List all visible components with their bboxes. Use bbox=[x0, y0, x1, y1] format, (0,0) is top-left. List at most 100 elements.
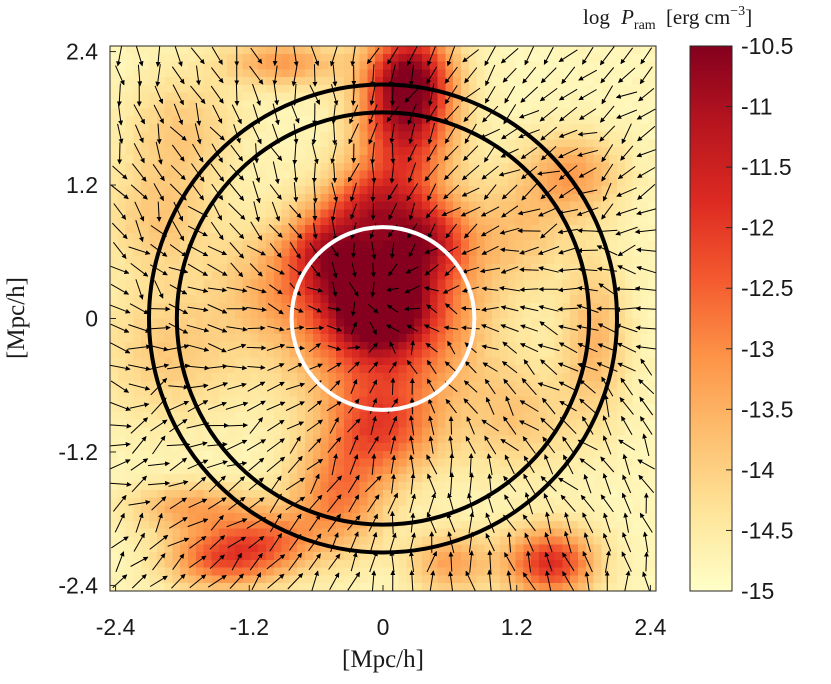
velocity-arrow bbox=[602, 532, 612, 552]
velocity-arrow bbox=[404, 86, 420, 103]
velocity-arrow bbox=[147, 480, 171, 486]
velocity-arrow bbox=[172, 553, 185, 570]
velocity-arrow bbox=[461, 187, 480, 197]
velocity-arrow bbox=[308, 343, 321, 353]
velocity-arrow bbox=[407, 162, 417, 183]
velocity-arrow bbox=[406, 183, 419, 202]
velocity-arrow bbox=[269, 242, 282, 258]
velocity-arrow bbox=[537, 170, 560, 176]
velocity-arrow bbox=[602, 473, 612, 495]
y-axis-ticks: 2.4 1.2 0 -1.2 -2.4 bbox=[58, 39, 116, 598]
velocity-arrow bbox=[246, 345, 267, 351]
velocity-arrow bbox=[519, 400, 539, 412]
velocity-arrow bbox=[117, 123, 124, 144]
velocity-arrow bbox=[500, 266, 519, 274]
colorbar-tick-label: -13 bbox=[741, 336, 774, 362]
velocity-arrow bbox=[544, 454, 554, 475]
velocity-arrow bbox=[209, 554, 225, 570]
velocity-arrow bbox=[558, 267, 578, 273]
velocity-arrow bbox=[187, 306, 209, 313]
velocity-arrow bbox=[635, 306, 656, 312]
velocity-arrow bbox=[579, 458, 596, 471]
velocity-arrow bbox=[519, 343, 539, 353]
velocity-arrow bbox=[369, 397, 378, 414]
velocity-arrow bbox=[389, 124, 395, 144]
velocity-arrow bbox=[409, 532, 416, 552]
velocity-arrow bbox=[153, 183, 165, 202]
velocity-arrow bbox=[171, 573, 186, 589]
velocity-arrow bbox=[580, 494, 595, 512]
velocity-arrow bbox=[207, 324, 228, 333]
velocity-arrow bbox=[463, 380, 478, 393]
velocity-arrow bbox=[622, 532, 632, 553]
velocity-arrow bbox=[134, 124, 144, 144]
velocity-arrow bbox=[481, 306, 499, 312]
velocity-arrow bbox=[207, 442, 228, 447]
velocity-arrow bbox=[500, 48, 519, 64]
velocity-arrow bbox=[133, 143, 145, 164]
velocity-arrow bbox=[247, 381, 266, 392]
colorbar-tick-label: -12 bbox=[741, 215, 774, 241]
velocity-arrow bbox=[369, 550, 378, 573]
colorbar-tick-label: -10.5 bbox=[741, 33, 793, 59]
velocity-arrow bbox=[207, 245, 228, 256]
velocity-arrow bbox=[332, 221, 338, 241]
velocity-arrow bbox=[602, 415, 612, 436]
velocity-arrow bbox=[558, 324, 578, 331]
velocity-arrow bbox=[484, 86, 496, 104]
colorbar: -10.5 -11 -11.5 -12 -12.5 -13 -13.5 -14 -14.5 -15 bbox=[689, 33, 793, 604]
velocity-arrow bbox=[389, 550, 395, 573]
velocity-arrow bbox=[152, 164, 165, 182]
velocity-arrow bbox=[387, 492, 398, 514]
outer-black-circle bbox=[147, 82, 619, 555]
velocity-arrow bbox=[503, 416, 517, 435]
velocity-arrow bbox=[308, 438, 322, 452]
velocity-arrow bbox=[312, 222, 318, 240]
velocity-arrow bbox=[558, 129, 578, 138]
velocity-arrow bbox=[137, 64, 143, 87]
velocity-arrow bbox=[639, 66, 653, 85]
velocity-arrow bbox=[445, 398, 457, 414]
velocity-arrow bbox=[504, 86, 516, 104]
velocity-arrow bbox=[188, 441, 208, 448]
velocity-arrow bbox=[169, 418, 188, 433]
velocity-arrow bbox=[519, 305, 539, 312]
velocity-arrow bbox=[522, 66, 537, 84]
velocity-arrow bbox=[426, 105, 438, 123]
velocity-arrow bbox=[370, 182, 376, 203]
velocity-arrow bbox=[187, 263, 209, 277]
velocity-arrow bbox=[522, 572, 536, 591]
velocity-arrow bbox=[210, 163, 225, 182]
velocity-arrow bbox=[271, 201, 281, 222]
velocity-arrow bbox=[247, 364, 266, 370]
velocity-arrow bbox=[558, 147, 579, 159]
velocity-arrow bbox=[248, 536, 265, 549]
velocity-arrow bbox=[468, 511, 475, 534]
velocity-arrow bbox=[408, 202, 416, 221]
velocity-arrow bbox=[331, 453, 338, 476]
velocity-arrow bbox=[186, 324, 210, 333]
velocity-arrow bbox=[504, 454, 515, 475]
velocity-arrow bbox=[252, 180, 261, 204]
velocity-arrow bbox=[285, 401, 305, 411]
velocity-arrow bbox=[128, 383, 151, 391]
velocity-arrow bbox=[583, 532, 592, 553]
velocity-arrow bbox=[461, 305, 480, 311]
velocity-arrow bbox=[113, 241, 127, 259]
velocity-arrow bbox=[390, 454, 396, 474]
colorbar-tick-label: -13.5 bbox=[741, 396, 793, 422]
velocity-arrow bbox=[387, 47, 399, 65]
velocity-arrow bbox=[623, 512, 629, 533]
velocity-arrow bbox=[462, 49, 480, 63]
velocity-arrow bbox=[189, 555, 207, 569]
velocity-arrow bbox=[424, 286, 440, 292]
velocity-arrow bbox=[368, 342, 378, 353]
velocity-arrow bbox=[540, 67, 557, 84]
velocity-arrow bbox=[596, 362, 618, 372]
velocity-arrow bbox=[615, 91, 638, 99]
velocity-arrow bbox=[449, 452, 455, 476]
velocity-arrow bbox=[523, 359, 535, 375]
velocity-arrow bbox=[485, 396, 495, 415]
velocity-arrow bbox=[519, 287, 539, 293]
velocity-arrow bbox=[129, 303, 150, 315]
